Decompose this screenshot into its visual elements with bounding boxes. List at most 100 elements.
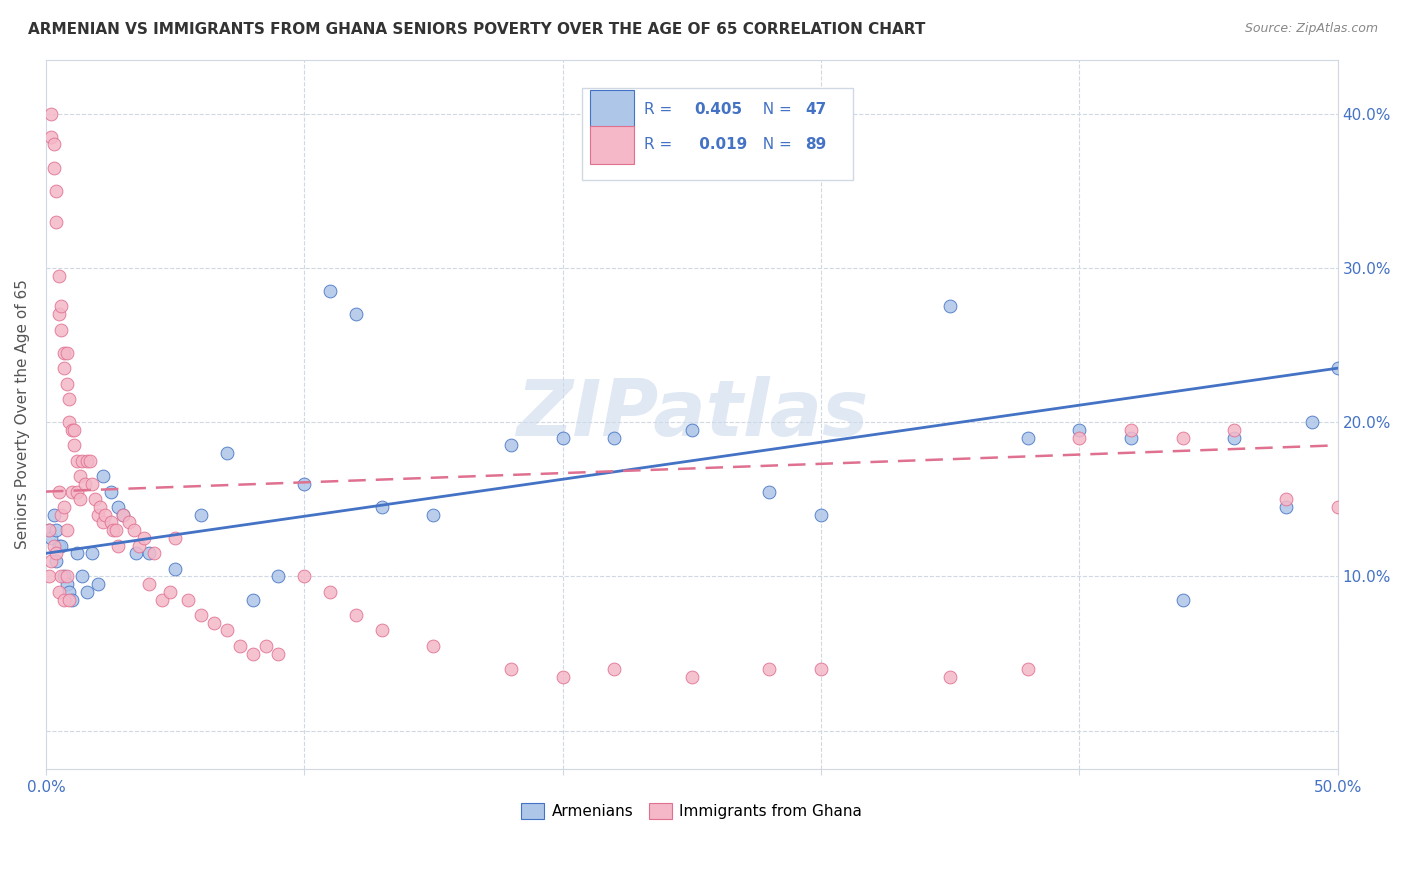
Text: N =: N =	[752, 102, 796, 117]
Point	[228, 639, 250, 653]
Point	[39, 129, 62, 144]
Point	[422, 508, 444, 522]
Point	[422, 639, 444, 653]
Text: ZIPatlas: ZIPatlas	[516, 376, 868, 452]
Point	[551, 431, 574, 445]
Point	[38, 523, 60, 537]
Text: Source: ZipAtlas.com: Source: ZipAtlas.com	[1244, 22, 1378, 36]
Point	[143, 546, 166, 560]
Point	[38, 523, 60, 537]
Point	[202, 615, 225, 630]
Point	[76, 585, 98, 599]
Point	[1119, 423, 1142, 437]
Point	[150, 592, 173, 607]
Point	[1069, 423, 1091, 437]
Point	[86, 577, 108, 591]
Point	[94, 508, 117, 522]
Point	[810, 508, 832, 522]
Point	[55, 569, 77, 583]
Point	[66, 454, 89, 468]
Point	[1171, 592, 1194, 607]
Point	[53, 592, 76, 607]
Point	[82, 476, 104, 491]
Point	[190, 607, 212, 622]
Point	[70, 454, 93, 468]
Point	[58, 592, 80, 607]
Point	[51, 323, 73, 337]
Point	[55, 577, 77, 591]
Point	[758, 662, 780, 676]
Point	[134, 531, 156, 545]
Point	[55, 376, 77, 391]
Y-axis label: Seniors Poverty Over the Age of 65: Seniors Poverty Over the Age of 65	[15, 279, 30, 549]
Point	[91, 469, 114, 483]
Point	[73, 476, 96, 491]
Point	[91, 516, 114, 530]
Point	[165, 562, 187, 576]
Point	[48, 585, 70, 599]
Point	[48, 484, 70, 499]
Point	[60, 423, 83, 437]
Point	[215, 446, 238, 460]
Point	[69, 492, 91, 507]
Point	[66, 546, 89, 560]
Point	[939, 670, 962, 684]
Point	[551, 670, 574, 684]
Point	[55, 523, 77, 537]
Point	[60, 592, 83, 607]
Point	[1223, 431, 1246, 445]
Point	[89, 500, 111, 514]
Point	[38, 569, 60, 583]
Point	[100, 516, 122, 530]
Point	[76, 454, 98, 468]
Point	[292, 476, 315, 491]
Point	[51, 569, 73, 583]
Point	[499, 438, 522, 452]
Point	[190, 508, 212, 522]
Point	[51, 508, 73, 522]
Point	[122, 523, 145, 537]
Point	[58, 392, 80, 406]
Point	[681, 670, 703, 684]
Point	[53, 345, 76, 359]
Point	[267, 569, 290, 583]
FancyBboxPatch shape	[589, 90, 634, 128]
Point	[1017, 662, 1039, 676]
Point	[344, 607, 367, 622]
Point	[1275, 492, 1298, 507]
Point	[319, 585, 342, 599]
Point	[39, 554, 62, 568]
Text: N =: N =	[752, 137, 796, 153]
Point	[107, 500, 129, 514]
FancyBboxPatch shape	[589, 126, 634, 164]
Point	[48, 307, 70, 321]
Point	[79, 454, 101, 468]
Point	[45, 214, 67, 228]
Text: 0.405: 0.405	[695, 102, 742, 117]
Point	[86, 508, 108, 522]
Text: R =: R =	[644, 137, 678, 153]
Point	[267, 647, 290, 661]
FancyBboxPatch shape	[582, 88, 853, 180]
Point	[242, 592, 264, 607]
Point	[45, 554, 67, 568]
Point	[53, 569, 76, 583]
Point	[66, 484, 89, 499]
Text: 47: 47	[806, 102, 827, 117]
Point	[39, 531, 62, 545]
Point	[1223, 423, 1246, 437]
Point	[55, 345, 77, 359]
Text: 89: 89	[806, 137, 827, 153]
Point	[215, 624, 238, 638]
Point	[128, 539, 150, 553]
Point	[42, 508, 65, 522]
Point	[45, 184, 67, 198]
Point	[100, 484, 122, 499]
Point	[758, 484, 780, 499]
Point	[371, 500, 394, 514]
Text: R =: R =	[644, 102, 678, 117]
Point	[1301, 415, 1323, 429]
Point	[177, 592, 200, 607]
Point	[603, 431, 626, 445]
Point	[319, 284, 342, 298]
